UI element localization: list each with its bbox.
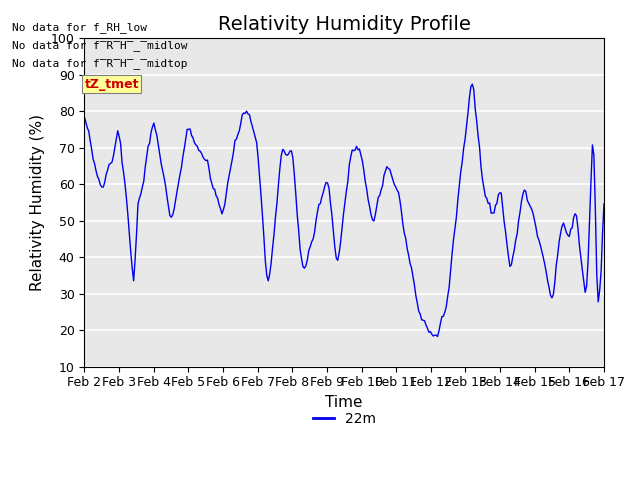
Text: tZ_tmet: tZ_tmet: [84, 78, 139, 91]
X-axis label: Time: Time: [326, 395, 363, 410]
Legend: 22m: 22m: [307, 407, 381, 432]
Text: No data for f̅R̅H̅_̅midlow: No data for f̅R̅H̅_̅midlow: [12, 40, 188, 51]
Y-axis label: Relativity Humidity (%): Relativity Humidity (%): [30, 114, 45, 291]
Text: No data for f_RH_low: No data for f_RH_low: [12, 22, 147, 33]
Title: Relativity Humidity Profile: Relativity Humidity Profile: [218, 15, 470, 34]
Text: No data for f̅R̅H̅_̅midtop: No data for f̅R̅H̅_̅midtop: [12, 58, 188, 69]
